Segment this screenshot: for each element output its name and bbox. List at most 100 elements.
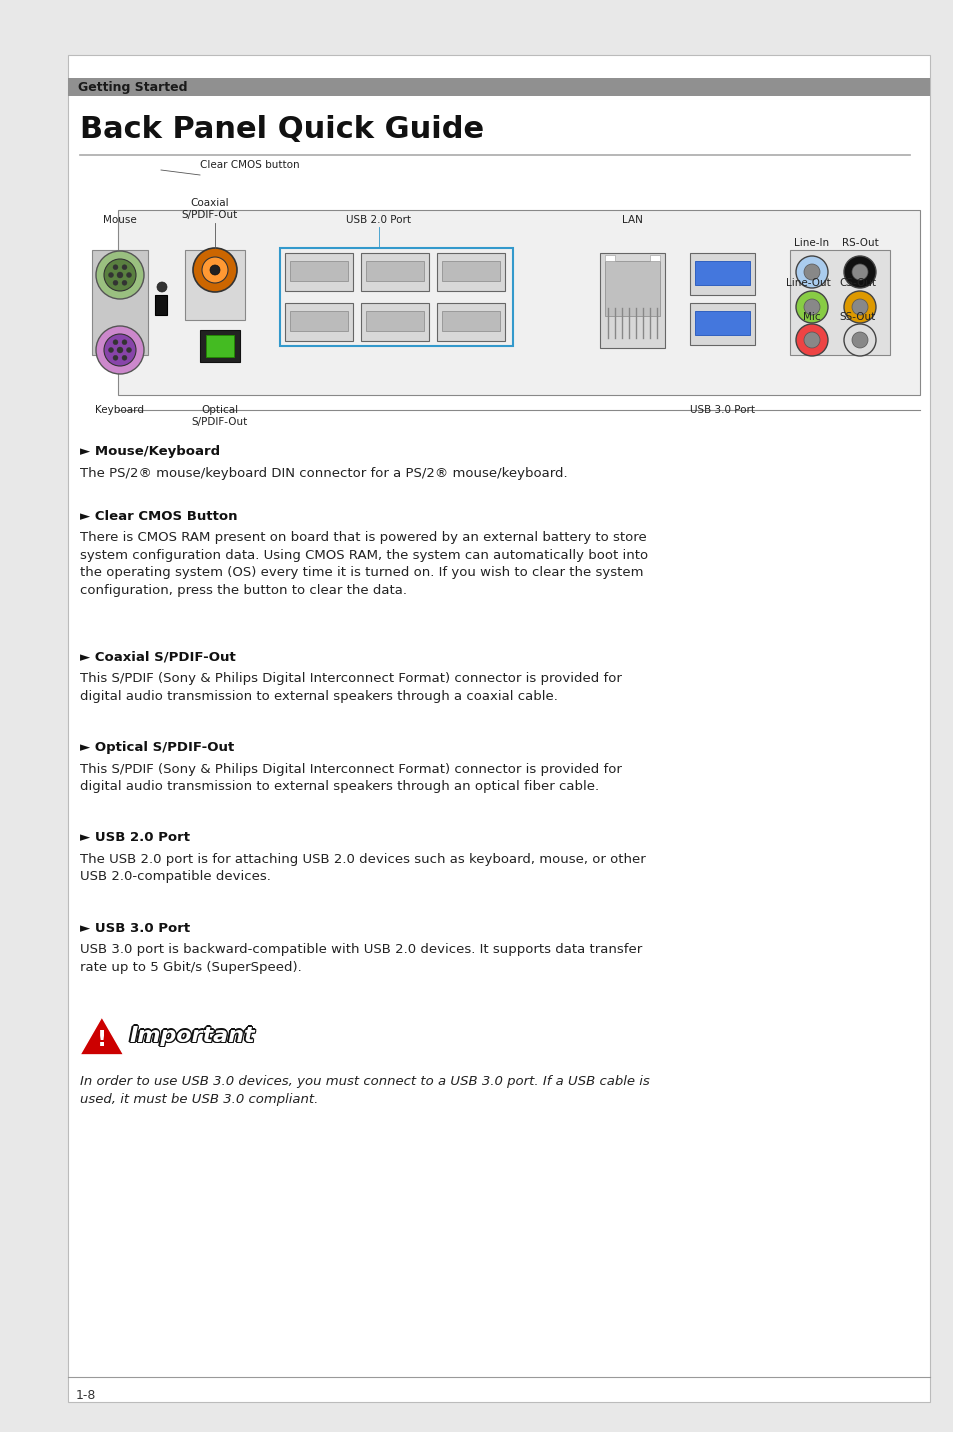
Text: LAN: LAN xyxy=(621,215,642,225)
Text: Important: Important xyxy=(130,1025,254,1045)
Circle shape xyxy=(112,355,118,361)
Text: ► USB 3.0 Port: ► USB 3.0 Port xyxy=(80,922,190,935)
Circle shape xyxy=(843,256,875,288)
Circle shape xyxy=(127,272,132,278)
Circle shape xyxy=(112,281,118,285)
Text: Important: Important xyxy=(128,1025,253,1045)
Text: Important: Important xyxy=(129,1027,253,1047)
Circle shape xyxy=(109,272,113,278)
Circle shape xyxy=(803,299,820,315)
Circle shape xyxy=(117,347,123,354)
Bar xyxy=(695,261,749,285)
Circle shape xyxy=(851,263,867,281)
Text: Back Panel Quick Guide: Back Panel Quick Guide xyxy=(80,115,483,145)
Circle shape xyxy=(803,332,820,348)
Circle shape xyxy=(795,256,827,288)
Bar xyxy=(436,253,504,291)
Text: USB 3.0 port is backward-compatible with USB 2.0 devices. It supports data trans: USB 3.0 port is backward-compatible with… xyxy=(80,944,641,974)
Circle shape xyxy=(193,248,236,292)
Bar xyxy=(360,304,429,341)
Bar xyxy=(280,248,513,347)
Circle shape xyxy=(96,326,144,374)
Circle shape xyxy=(843,291,875,324)
Circle shape xyxy=(851,332,867,348)
Text: Optical
S/PDIF-Out: Optical S/PDIF-Out xyxy=(192,405,248,427)
Circle shape xyxy=(210,265,220,275)
Bar xyxy=(695,311,749,335)
Bar xyxy=(200,329,240,362)
Bar xyxy=(441,311,499,331)
Circle shape xyxy=(803,263,820,281)
Text: ► Coaxial S/PDIF-Out: ► Coaxial S/PDIF-Out xyxy=(80,652,235,664)
Bar xyxy=(185,251,245,319)
Text: CS-Out: CS-Out xyxy=(839,278,876,288)
Bar xyxy=(789,251,889,355)
Circle shape xyxy=(109,348,113,352)
Bar xyxy=(436,304,504,341)
Text: USB 2.0 Port: USB 2.0 Port xyxy=(346,215,411,225)
Text: ► Clear CMOS Button: ► Clear CMOS Button xyxy=(80,510,237,523)
Circle shape xyxy=(122,339,127,345)
Circle shape xyxy=(96,251,144,299)
Polygon shape xyxy=(80,1017,124,1055)
Bar xyxy=(649,255,659,261)
Text: Line-In: Line-In xyxy=(794,238,829,248)
Text: The USB 2.0 port is for attaching USB 2.0 devices such as keyboard, mouse, or ot: The USB 2.0 port is for attaching USB 2.… xyxy=(80,853,645,884)
Text: !: ! xyxy=(96,1030,107,1050)
Text: There is CMOS RAM present on board that is powered by an external battery to sto: There is CMOS RAM present on board that … xyxy=(80,531,647,597)
Bar xyxy=(91,251,148,355)
Text: Important: Important xyxy=(131,1027,255,1047)
Circle shape xyxy=(202,256,228,284)
Bar xyxy=(285,253,353,291)
Text: Mic: Mic xyxy=(802,312,820,322)
Text: ► USB 2.0 Port: ► USB 2.0 Port xyxy=(80,832,190,845)
Text: Clear CMOS button: Clear CMOS button xyxy=(200,160,299,170)
Bar xyxy=(290,311,348,331)
Text: This S/PDIF (Sony & Philips Digital Interconnect Format) connector is provided f: This S/PDIF (Sony & Philips Digital Inte… xyxy=(80,763,621,793)
Circle shape xyxy=(851,299,867,315)
Bar xyxy=(366,311,423,331)
Text: Mouse: Mouse xyxy=(103,215,136,225)
Text: Important: Important xyxy=(131,1025,256,1045)
Bar xyxy=(366,261,423,281)
Text: USB 3.0 Port: USB 3.0 Port xyxy=(689,405,754,415)
Text: Important: Important xyxy=(129,1025,253,1045)
Bar xyxy=(441,261,499,281)
Circle shape xyxy=(122,265,127,269)
Text: Important: Important xyxy=(130,1027,254,1047)
Text: Line-Out: Line-Out xyxy=(785,278,829,288)
Text: Coaxial
S/PDIF-Out: Coaxial S/PDIF-Out xyxy=(182,199,238,221)
Bar xyxy=(689,304,754,345)
Circle shape xyxy=(112,339,118,345)
Bar xyxy=(206,335,233,357)
Bar xyxy=(604,261,659,316)
Circle shape xyxy=(112,265,118,269)
Text: 1-8: 1-8 xyxy=(76,1389,96,1402)
Bar xyxy=(68,77,929,96)
Text: Getting Started: Getting Started xyxy=(78,80,188,93)
Text: RS-Out: RS-Out xyxy=(841,238,878,248)
Circle shape xyxy=(122,355,127,361)
Bar xyxy=(290,261,348,281)
Text: ► Optical S/PDIF-Out: ► Optical S/PDIF-Out xyxy=(80,742,234,755)
Text: SS-Out: SS-Out xyxy=(839,312,875,322)
Bar xyxy=(689,253,754,295)
Text: In order to use USB 3.0 devices, you must connect to a USB 3.0 port. If a USB ca: In order to use USB 3.0 devices, you mus… xyxy=(80,1075,649,1106)
Text: Important: Important xyxy=(131,1025,255,1045)
Text: This S/PDIF (Sony & Philips Digital Interconnect Format) connector is provided f: This S/PDIF (Sony & Philips Digital Inte… xyxy=(80,673,621,703)
Text: Keyboard: Keyboard xyxy=(95,405,144,415)
Text: ► Mouse/Keyboard: ► Mouse/Keyboard xyxy=(80,445,220,458)
Text: The PS/2® mouse/keyboard DIN connector for a PS/2® mouse/keyboard.: The PS/2® mouse/keyboard DIN connector f… xyxy=(80,467,567,480)
Bar xyxy=(285,304,353,341)
Circle shape xyxy=(104,334,136,367)
Bar xyxy=(154,295,167,315)
Text: Important: Important xyxy=(130,1024,254,1044)
Bar xyxy=(360,253,429,291)
Bar xyxy=(118,211,919,395)
Circle shape xyxy=(157,282,167,292)
Circle shape xyxy=(795,324,827,357)
Circle shape xyxy=(795,291,827,324)
Circle shape xyxy=(104,259,136,291)
Circle shape xyxy=(117,272,123,278)
Bar xyxy=(599,253,664,348)
